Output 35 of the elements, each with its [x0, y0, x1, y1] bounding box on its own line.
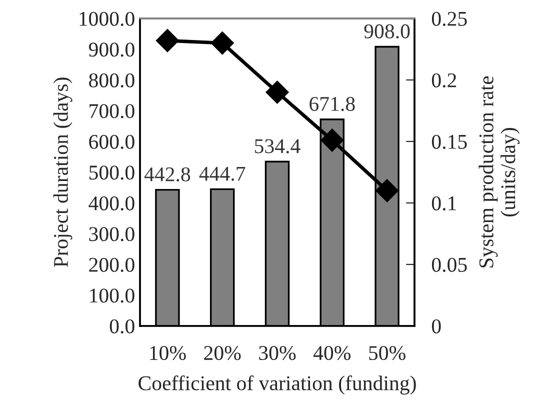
- y2-tick-label: 0: [432, 319, 441, 334]
- point: [376, 179, 399, 202]
- x-axis-title: Coefficient of variation (funding): [138, 375, 416, 395]
- y2-tick-label: 0.15: [432, 134, 467, 149]
- data-label: 908.0: [364, 24, 410, 38]
- x-tick-label: 50%: [369, 346, 406, 360]
- data-label: 444.7: [199, 166, 246, 181]
- y-tick-label: 700.0: [90, 104, 134, 118]
- y2-axis-title: System production rate (units/day): [478, 76, 520, 268]
- y2-tick-label: 0.1: [432, 196, 456, 210]
- data-label: 442.8: [144, 167, 190, 182]
- x-tick-label: 40%: [313, 346, 351, 360]
- y-tick-label: 300.0: [89, 227, 134, 242]
- y-tick-label: 200.0: [89, 258, 134, 272]
- x-tick-label: 20%: [204, 346, 241, 360]
- y2-tick-label: 0.2: [432, 73, 456, 88]
- y-tick-label: 100.0: [90, 288, 134, 303]
- point: [320, 128, 344, 152]
- point: [156, 29, 179, 52]
- data-label: 671.8: [310, 96, 355, 112]
- y-tick-label: 1000.0: [80, 12, 134, 26]
- y-axis-title: Project duration (days): [53, 78, 72, 268]
- y-tick-label: 400.0: [88, 196, 134, 210]
- point: [210, 32, 234, 55]
- point: [266, 80, 289, 104]
- y-tick-label: 500.0: [89, 166, 134, 180]
- x-tick-label: 30%: [259, 346, 296, 360]
- y-tick-label: 800.0: [89, 73, 134, 88]
- y2-tick-label: 0.25: [432, 12, 467, 26]
- x-tick-label: 10%: [150, 346, 186, 360]
- data-label: 534.4: [255, 139, 300, 154]
- y-tick-label: 600.0: [89, 134, 134, 149]
- y2-tick-label: 0.05: [432, 258, 467, 272]
- y-tick-label: 0.0: [110, 319, 134, 334]
- y-tick-label: 900.0: [88, 42, 134, 57]
